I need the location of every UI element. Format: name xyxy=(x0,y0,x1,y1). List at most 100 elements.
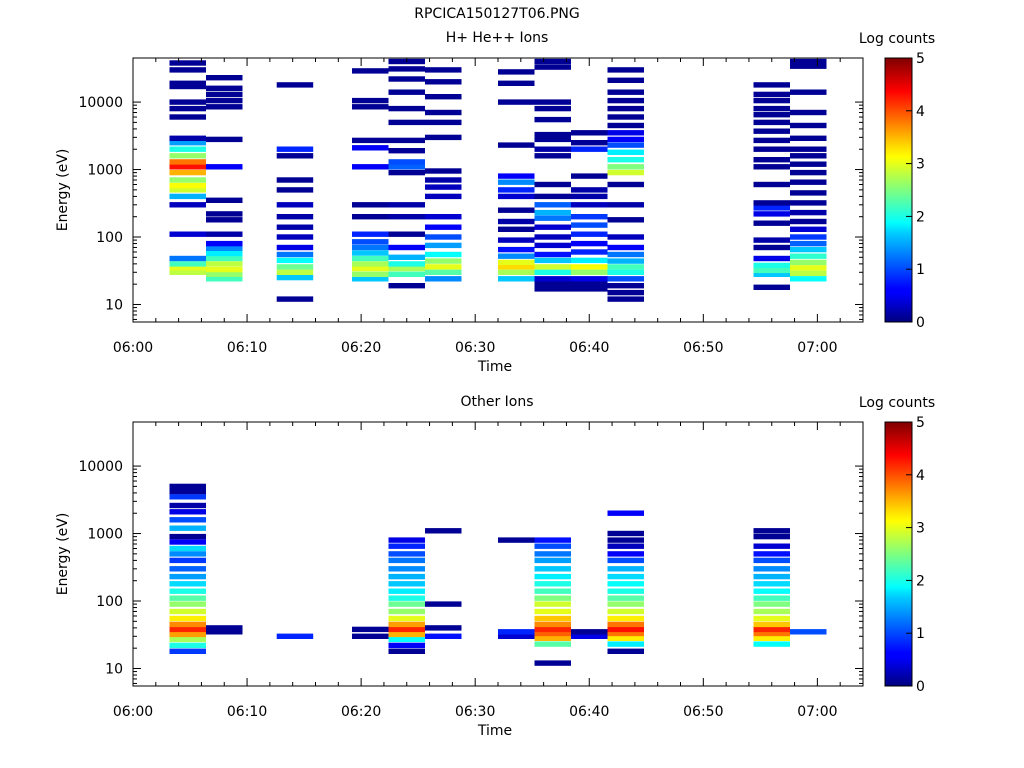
heatmap-cell xyxy=(206,255,243,262)
heatmap-cell xyxy=(753,157,790,163)
heatmap-cell xyxy=(498,179,535,185)
axes: 06:00 06:10 06:20 06:30 06:40 06:50 07:00 10 100… xyxy=(78,57,864,356)
heatmap-cell xyxy=(276,177,314,183)
heatmap-cell xyxy=(276,274,314,281)
heatmap-cell xyxy=(753,82,790,88)
heatmap-cell xyxy=(607,244,644,251)
heatmap-cell xyxy=(534,131,571,138)
heatmap-cell xyxy=(534,551,571,557)
heatmap-cell xyxy=(206,240,243,247)
heatmap-cell xyxy=(276,153,314,159)
heatmap-cell xyxy=(169,80,206,86)
heatmap-cell xyxy=(352,250,389,256)
heatmap-cell xyxy=(169,494,206,500)
x-tick-label: 06:00 xyxy=(113,340,153,356)
heatmap-cell xyxy=(534,99,571,105)
heatmap-cell xyxy=(388,537,425,543)
heatmap-cell xyxy=(607,181,644,188)
heatmap-cell xyxy=(790,135,827,141)
heatmap-cell xyxy=(169,60,206,66)
heatmap-cell xyxy=(388,608,425,615)
heatmap-cell xyxy=(790,218,827,225)
heatmap-cell xyxy=(790,200,827,206)
heatmap-cell xyxy=(206,250,243,257)
heatmap-cell xyxy=(352,265,389,272)
heatmap-cell xyxy=(571,130,608,136)
colorbar-tick-label: 1 xyxy=(916,262,925,278)
colorbar-tick-label: 0 xyxy=(916,679,925,695)
heatmap-cell xyxy=(388,543,425,549)
heatmap-cell xyxy=(753,581,790,587)
heatmap-cell xyxy=(753,573,790,580)
heatmap-cell xyxy=(571,249,608,255)
heatmap-cell xyxy=(498,207,535,213)
heatmap-cell xyxy=(388,261,425,267)
panel-other-ions: Other Ions Energy (eV) Time 06:00 06:10 06… xyxy=(55,394,935,739)
heatmap-cell xyxy=(352,164,389,170)
heatmap-cell xyxy=(206,629,243,635)
colorbar-ticks: 0 1 2 3 4 5 xyxy=(906,51,925,331)
heatmap-cell xyxy=(753,181,790,188)
heatmap-cell xyxy=(534,537,571,543)
heatmap-cell xyxy=(534,215,571,221)
heatmap-cell xyxy=(790,169,827,176)
heatmap-cell xyxy=(352,255,389,262)
heatmap-cell xyxy=(425,119,462,126)
heatmap-cell xyxy=(571,222,608,228)
heatmap-cell xyxy=(753,205,790,211)
heatmap-cell xyxy=(169,631,206,638)
heatmap-cell xyxy=(169,261,206,267)
heatmap-cell xyxy=(169,153,206,159)
heatmap-cell xyxy=(607,97,644,104)
heatmap-cell xyxy=(352,68,389,74)
heatmap-cell xyxy=(753,551,790,557)
heatmap-cell xyxy=(607,621,644,628)
heatmap-cell xyxy=(790,89,827,95)
heatmap-cell xyxy=(534,601,571,607)
heatmap-cell xyxy=(388,621,425,628)
heatmap-cell xyxy=(607,276,644,282)
heatmap-cell xyxy=(753,615,790,622)
heatmap-cell xyxy=(534,264,571,270)
heatmap-cell xyxy=(276,224,314,230)
heatmap-cell xyxy=(607,551,644,557)
heatmap-cell xyxy=(169,177,206,183)
heatmap-cell xyxy=(169,83,206,90)
heatmap-cell xyxy=(388,214,425,220)
heatmap-cell xyxy=(352,261,389,267)
colorbar: Log counts 0 1 2 3 4 5 xyxy=(859,31,935,331)
heatmap-cell xyxy=(753,601,790,607)
x-tick-label: 06:20 xyxy=(341,704,381,720)
heatmap-cell xyxy=(425,528,462,534)
heatmap-cell xyxy=(276,264,314,270)
colorbar: Log counts 0 1 2 3 4 5 xyxy=(859,395,935,695)
y-tick-label: 10000 xyxy=(78,95,123,111)
heatmap-cell xyxy=(534,566,571,572)
heatmap-cell xyxy=(206,136,243,143)
x-axis-label: Time xyxy=(477,723,512,739)
heatmap-cell xyxy=(388,648,425,654)
heatmap-cell xyxy=(753,626,790,633)
heatmap-cell xyxy=(753,112,790,118)
heatmap-cell xyxy=(388,581,425,587)
heatmap-cell xyxy=(206,266,243,273)
heatmap-cell xyxy=(534,257,571,264)
x-tick-label: 06:10 xyxy=(227,340,267,356)
heatmap-cell xyxy=(206,75,243,81)
heatmap-cell xyxy=(534,251,571,258)
heatmap-cell xyxy=(388,615,425,622)
heatmap-cells xyxy=(169,483,827,666)
heatmap-cell xyxy=(534,281,571,287)
heatmap-cell xyxy=(425,251,462,258)
heatmap-cell xyxy=(276,202,314,208)
heatmap-cell xyxy=(571,231,608,237)
heatmap-cell xyxy=(498,99,535,105)
heatmap-cell xyxy=(607,142,644,148)
heatmap-cell xyxy=(352,145,389,151)
heatmap-cell xyxy=(498,218,535,225)
heatmap-cell xyxy=(534,64,571,70)
heatmap-cell xyxy=(607,635,644,641)
heatmap-cell xyxy=(607,105,644,112)
heatmap-cell xyxy=(352,137,389,144)
heatmap-cell xyxy=(276,214,314,220)
